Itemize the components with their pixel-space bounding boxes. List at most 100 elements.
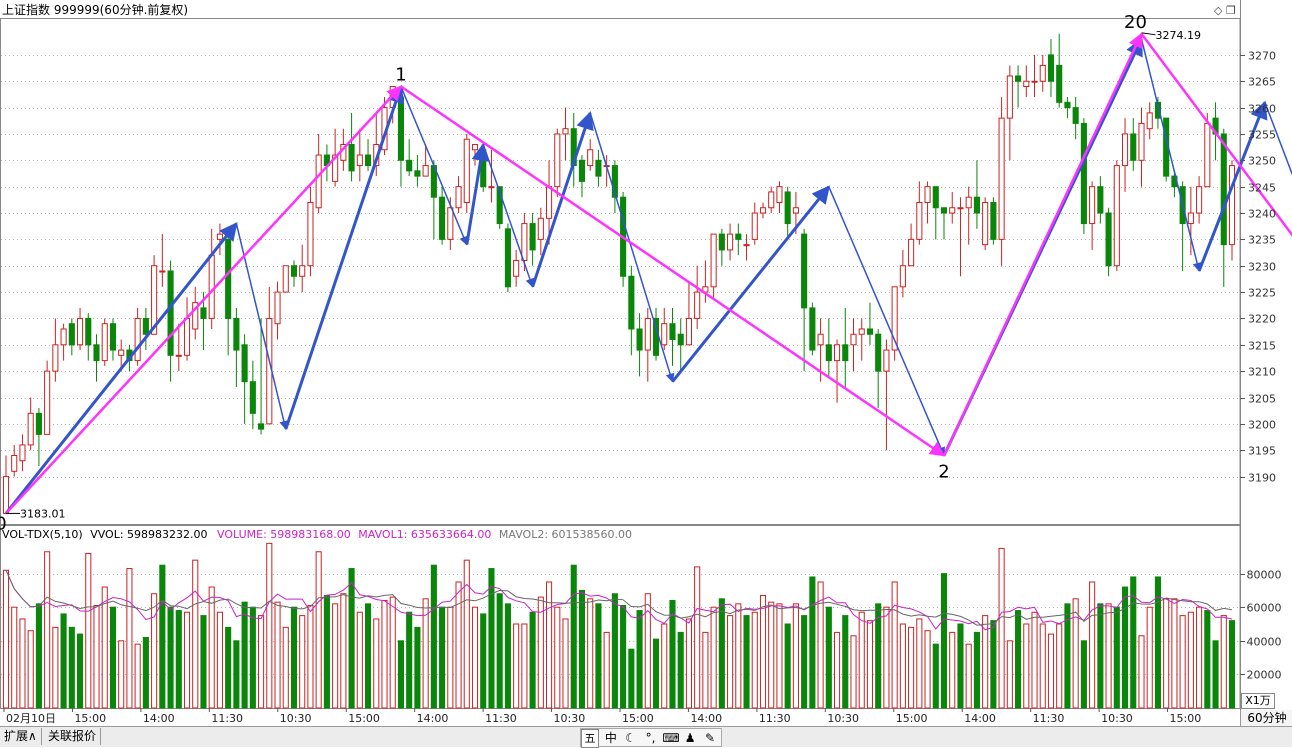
minor-wave-segment (1140, 38, 1202, 272)
volume-bar (1154, 576, 1161, 709)
volume-bar (990, 620, 997, 709)
period-selector[interactable]: 60分钟 (1240, 710, 1292, 726)
candle (727, 223, 734, 261)
volume-bar (348, 568, 355, 709)
candle-body (447, 207, 454, 240)
candle (513, 249, 520, 287)
candle (504, 223, 511, 293)
candle-body (1228, 165, 1236, 246)
time-tick-label: 10:30 (280, 712, 312, 725)
volume-bar (192, 559, 199, 709)
candle-body (546, 186, 553, 219)
volume-bar (1113, 606, 1120, 709)
candle-body (52, 344, 59, 372)
candle-body (225, 238, 232, 319)
volume-bar (266, 542, 273, 709)
candle (1187, 186, 1194, 256)
candle (183, 297, 191, 361)
candle-body (44, 370, 51, 435)
time-tick-label: 14:00 (690, 712, 722, 725)
wrench-icon[interactable]: ✎ (704, 731, 715, 745)
candle-body (315, 154, 322, 209)
volume-bar (1228, 620, 1236, 709)
candle-body (768, 191, 775, 209)
candle-body (809, 307, 816, 351)
candle-body (932, 186, 939, 209)
price-tick-label: 3215 (1248, 340, 1276, 353)
candle-body (1031, 80, 1038, 83)
volume-tick-label: 20000 (1247, 669, 1282, 682)
volume-bar (414, 626, 421, 709)
volume-bar (290, 606, 298, 709)
candle (661, 307, 668, 351)
candle-body (578, 159, 586, 182)
candle (216, 223, 223, 256)
candle (537, 207, 544, 256)
candle (93, 334, 100, 382)
time-tick-label: 15:00 (348, 712, 380, 725)
candle (578, 155, 586, 198)
candle-body (973, 196, 980, 214)
candle (702, 260, 709, 303)
candle (142, 307, 149, 351)
time-tick-label: 11:30 (485, 712, 517, 725)
candle-body (1121, 133, 1129, 167)
candle-body (134, 317, 141, 362)
candle-body (1113, 165, 1120, 267)
candle (1113, 160, 1120, 271)
candle (1105, 207, 1112, 277)
keyboard-icon[interactable]: ⌨ (662, 731, 680, 745)
person-icon[interactable]: ♟ (684, 731, 696, 745)
volume-bar (208, 586, 215, 709)
related-quotes-tab[interactable]: 关联报价 (44, 728, 102, 745)
moon-icon[interactable]: ☾ (625, 731, 637, 745)
candle (842, 307, 849, 387)
low-price-label: 3183.01 (20, 507, 66, 520)
volume-bar (833, 631, 841, 709)
candle-body (694, 291, 701, 319)
expand-tab[interactable]: 扩展∧ (0, 728, 42, 745)
candle-body (299, 265, 306, 277)
candle-body (1023, 80, 1030, 88)
candle (1006, 65, 1013, 161)
five-icon[interactable]: 五 (581, 729, 599, 748)
volume-bar (488, 568, 495, 709)
restore-icon[interactable]: ❐ (1225, 4, 1236, 17)
candle (2, 455, 10, 514)
candle-body (1204, 122, 1211, 188)
candle (77, 307, 84, 351)
candle (587, 139, 594, 171)
volume-bar (1015, 610, 1022, 709)
volume-bar (875, 603, 882, 709)
time-tick-label: 14:00 (964, 712, 996, 725)
candle (348, 112, 355, 182)
vol-indicator: VOL-TDX(5,10) (2, 528, 83, 541)
diamond-icon[interactable]: ◇ (1214, 4, 1223, 17)
dots-icon[interactable]: °, (645, 731, 656, 745)
candle-body (1196, 186, 1203, 214)
volume-bar (702, 631, 709, 709)
chart-canvas[interactable]: 3190 3195 3200 3205 3210 3215 3220 3225 3230 3235… (0, 0, 1292, 726)
candle (430, 160, 437, 240)
volume-bar (422, 598, 429, 709)
zhong-icon[interactable]: 中 (604, 731, 617, 745)
volume-bar (883, 606, 890, 709)
volume-header: VOL-TDX(5,10) VVOL: 598983232.00 VOLUME:… (2, 528, 632, 542)
candle-body (554, 133, 561, 188)
candle-body (2, 476, 10, 514)
volume-bar (93, 605, 100, 709)
candle-body (1080, 122, 1087, 225)
candle (883, 339, 890, 451)
candle (101, 318, 108, 366)
toolbox: 五 中 ☾ °, ⌨ ♟ ✎ (580, 728, 722, 748)
candle (1196, 176, 1203, 224)
volume-bars (2, 542, 1236, 709)
time-tick-label: 15:00 (896, 712, 928, 725)
candle (751, 202, 758, 245)
volume-bar (1097, 603, 1104, 709)
time-tick-label: 11:30 (759, 712, 791, 725)
candle (406, 139, 413, 177)
volume-bar (1089, 581, 1096, 709)
candle-body (817, 333, 824, 346)
